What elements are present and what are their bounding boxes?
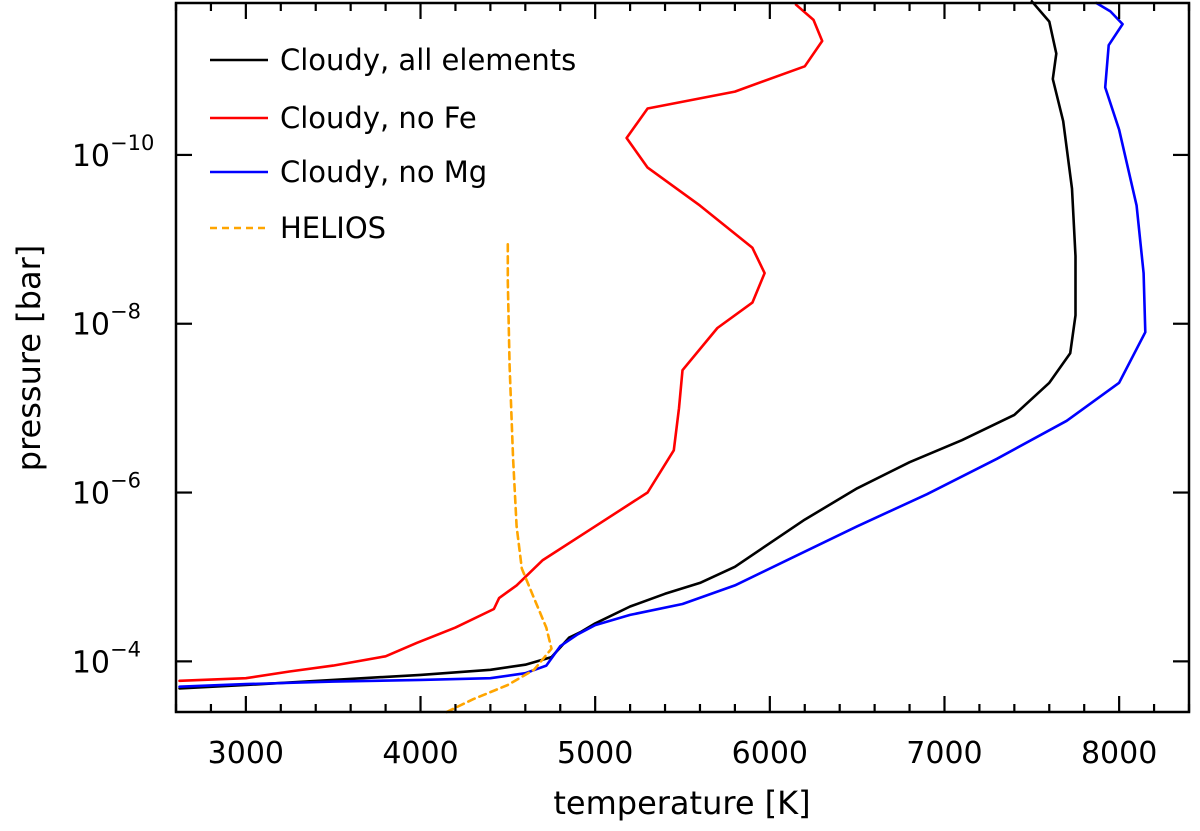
x-tick-label: 3000 (208, 736, 284, 771)
legend: Cloudy, all elements Cloudy, no Fe Cloudy,… (210, 43, 576, 245)
legend-label-3: HELIOS (280, 211, 386, 245)
series-line-3 (445, 238, 553, 714)
x-tick-labels: 3000 4000 5000 6000 7000 8000 (208, 736, 1158, 771)
x-tick-label: 6000 (732, 736, 808, 771)
series-line-0 (178, 0, 1077, 690)
y-tick-label: 10 −10 (72, 131, 155, 174)
series-line-1 (178, 3, 824, 683)
y-tick-label: 10 −6 (72, 469, 141, 512)
tick-layer (174, 3, 1191, 712)
plot-frame (174, 1, 1191, 714)
x-tick-label: 4000 (382, 736, 458, 771)
y-tick-label-base: 10 (72, 308, 110, 343)
y-tick-label: 10 −4 (72, 637, 141, 680)
y-tick-label-base: 10 (72, 645, 110, 680)
legend-label-1: Cloudy, no Fe (280, 101, 477, 135)
y-axis-title: pressure [bar] (10, 245, 48, 471)
series-line-2 (178, 1, 1147, 688)
y-tick-label: 10 −8 (72, 300, 141, 343)
y-tick-label-base: 10 (72, 477, 110, 512)
plot-background (176, 3, 1189, 712)
legend-label-2: Cloudy, no Mg (280, 155, 487, 189)
x-tick-label: 5000 (557, 736, 633, 771)
x-tick-label: 8000 (1081, 736, 1157, 771)
series-layer (178, 0, 1147, 714)
y-tick-label-exponent: −6 (110, 469, 141, 493)
y-tick-label-exponent: −8 (110, 300, 141, 324)
y-tick-labels: 10−410−610−810−10 (72, 131, 155, 680)
x-tick-label: 7000 (906, 736, 982, 771)
legend-label-0: Cloudy, all elements (280, 43, 576, 77)
y-tick-label-exponent: −4 (110, 637, 141, 661)
y-tick-label-exponent: −10 (110, 131, 154, 155)
x-axis-title: temperature [K] (553, 784, 810, 822)
y-tick-label-base: 10 (72, 139, 110, 174)
